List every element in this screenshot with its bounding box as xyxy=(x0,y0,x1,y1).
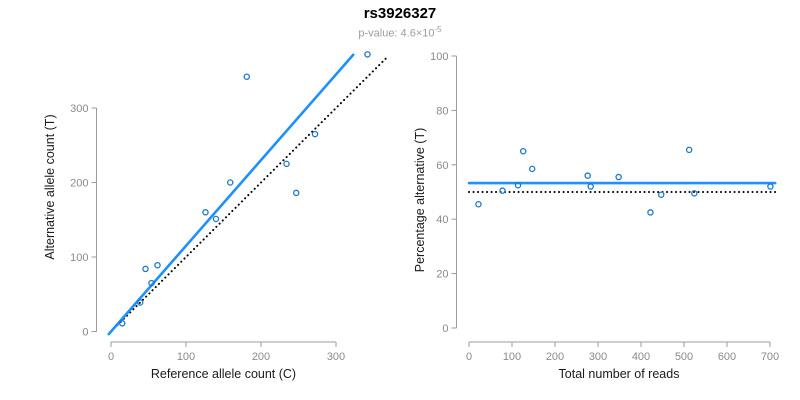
y-axis: 0 20 40 60 80 100 Percentage alternative (T) xyxy=(413,51,457,335)
y-tick-label: 0 xyxy=(442,323,448,335)
data-point xyxy=(202,209,209,216)
y-axis-title: Percentage alternative (T) xyxy=(413,128,427,273)
y-axis-title: Alternative allele count (T) xyxy=(43,114,57,259)
y-tick-label: 0 xyxy=(82,327,88,339)
data-point xyxy=(528,165,536,173)
allele-count-scatter: 0 100 200 300 Alternative allele count (T) 0 1… xyxy=(43,51,390,381)
data-point xyxy=(292,189,300,197)
fit-line xyxy=(107,53,355,336)
x-tick-label: 300 xyxy=(327,351,345,363)
figure-title: rs3926327 xyxy=(363,5,437,22)
data-point xyxy=(584,172,591,179)
x-tick-label: 200 xyxy=(546,351,564,363)
x-tick-label: 300 xyxy=(589,351,607,363)
data-point xyxy=(657,191,665,198)
data-point xyxy=(243,73,250,80)
x-tick-label: 400 xyxy=(632,351,650,363)
data-point xyxy=(691,190,698,197)
data-point xyxy=(475,200,482,208)
data-point xyxy=(148,279,155,287)
x-tick-label: 0 xyxy=(466,351,472,363)
data-point xyxy=(767,183,774,190)
x-axis: 0 100 200 300 Reference allele count (C) xyxy=(108,341,345,381)
y-tick-label: 80 xyxy=(436,105,448,117)
data-points xyxy=(119,51,371,327)
pvalue-text: p-value: 4.6×10 xyxy=(358,27,435,40)
x-tick-label: 100 xyxy=(503,351,521,363)
y-tick-label: 40 xyxy=(436,214,448,226)
data-point xyxy=(615,173,622,181)
data-point xyxy=(685,146,693,154)
y-tick-label: 100 xyxy=(70,252,88,264)
identity-line xyxy=(110,54,390,333)
x-axis-title: Total number of reads xyxy=(559,367,680,381)
x-tick-label: 0 xyxy=(108,351,114,363)
pvalue-exponent: -5 xyxy=(434,25,442,34)
y-tick-label: 100 xyxy=(430,51,448,63)
data-point xyxy=(587,183,594,190)
data-points xyxy=(475,146,774,216)
y-axis: 0 100 200 300 Alternative allele count (T) xyxy=(43,103,97,339)
percentage-vs-reads-scatter: 0 20 40 60 80 100 Percentage alternative (T) 0 1… xyxy=(413,51,779,381)
x-axis-title: Reference allele count (C) xyxy=(151,367,296,381)
x-axis: 0 100 200 300 400 500 600 700 Total number of re… xyxy=(466,341,779,381)
data-point xyxy=(514,181,522,189)
x-tick-label: 700 xyxy=(761,351,779,363)
data-point xyxy=(499,187,506,194)
data-point xyxy=(283,160,290,168)
x-tick-label: 200 xyxy=(252,351,270,363)
y-tick-label: 200 xyxy=(70,178,88,190)
data-point xyxy=(364,51,371,58)
data-point xyxy=(647,209,654,216)
data-point xyxy=(142,265,149,273)
figure-subtitle: p-value: 4.6×10-5 xyxy=(0,25,800,40)
data-point xyxy=(136,299,144,306)
y-tick-label: 20 xyxy=(436,269,448,281)
data-point xyxy=(519,147,527,155)
data-point xyxy=(212,215,220,223)
x-tick-label: 100 xyxy=(177,351,195,363)
y-tick-label: 60 xyxy=(436,160,448,172)
x-tick-label: 500 xyxy=(675,351,693,363)
data-point xyxy=(311,130,319,138)
data-point xyxy=(226,179,234,186)
data-point xyxy=(119,320,126,327)
y-tick-label: 300 xyxy=(70,103,88,115)
x-tick-label: 600 xyxy=(718,351,736,363)
data-point xyxy=(154,261,161,269)
